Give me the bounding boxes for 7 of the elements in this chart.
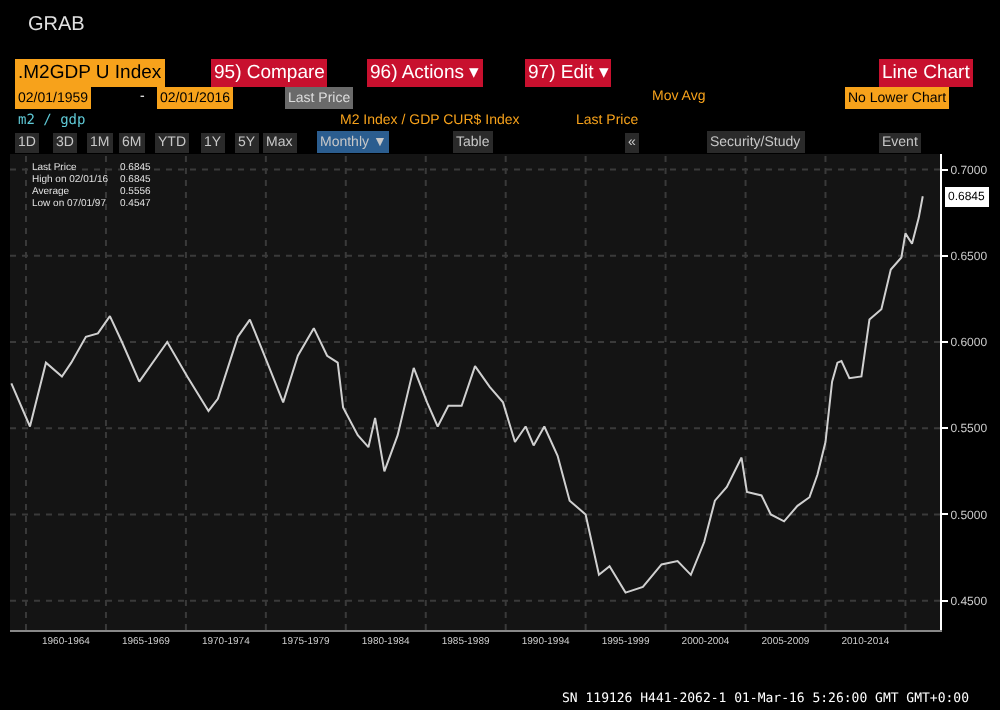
line-series <box>10 195 924 594</box>
text: 97) Edit ▾ <box>528 62 609 84</box>
chart-title: GRAB <box>28 14 86 36</box>
text: Line Chart <box>882 62 971 84</box>
text: 95) Compare <box>214 62 325 84</box>
text: .M2GDP U Index <box>18 62 162 84</box>
text: 96) Actions ▾ <box>370 62 480 84</box>
